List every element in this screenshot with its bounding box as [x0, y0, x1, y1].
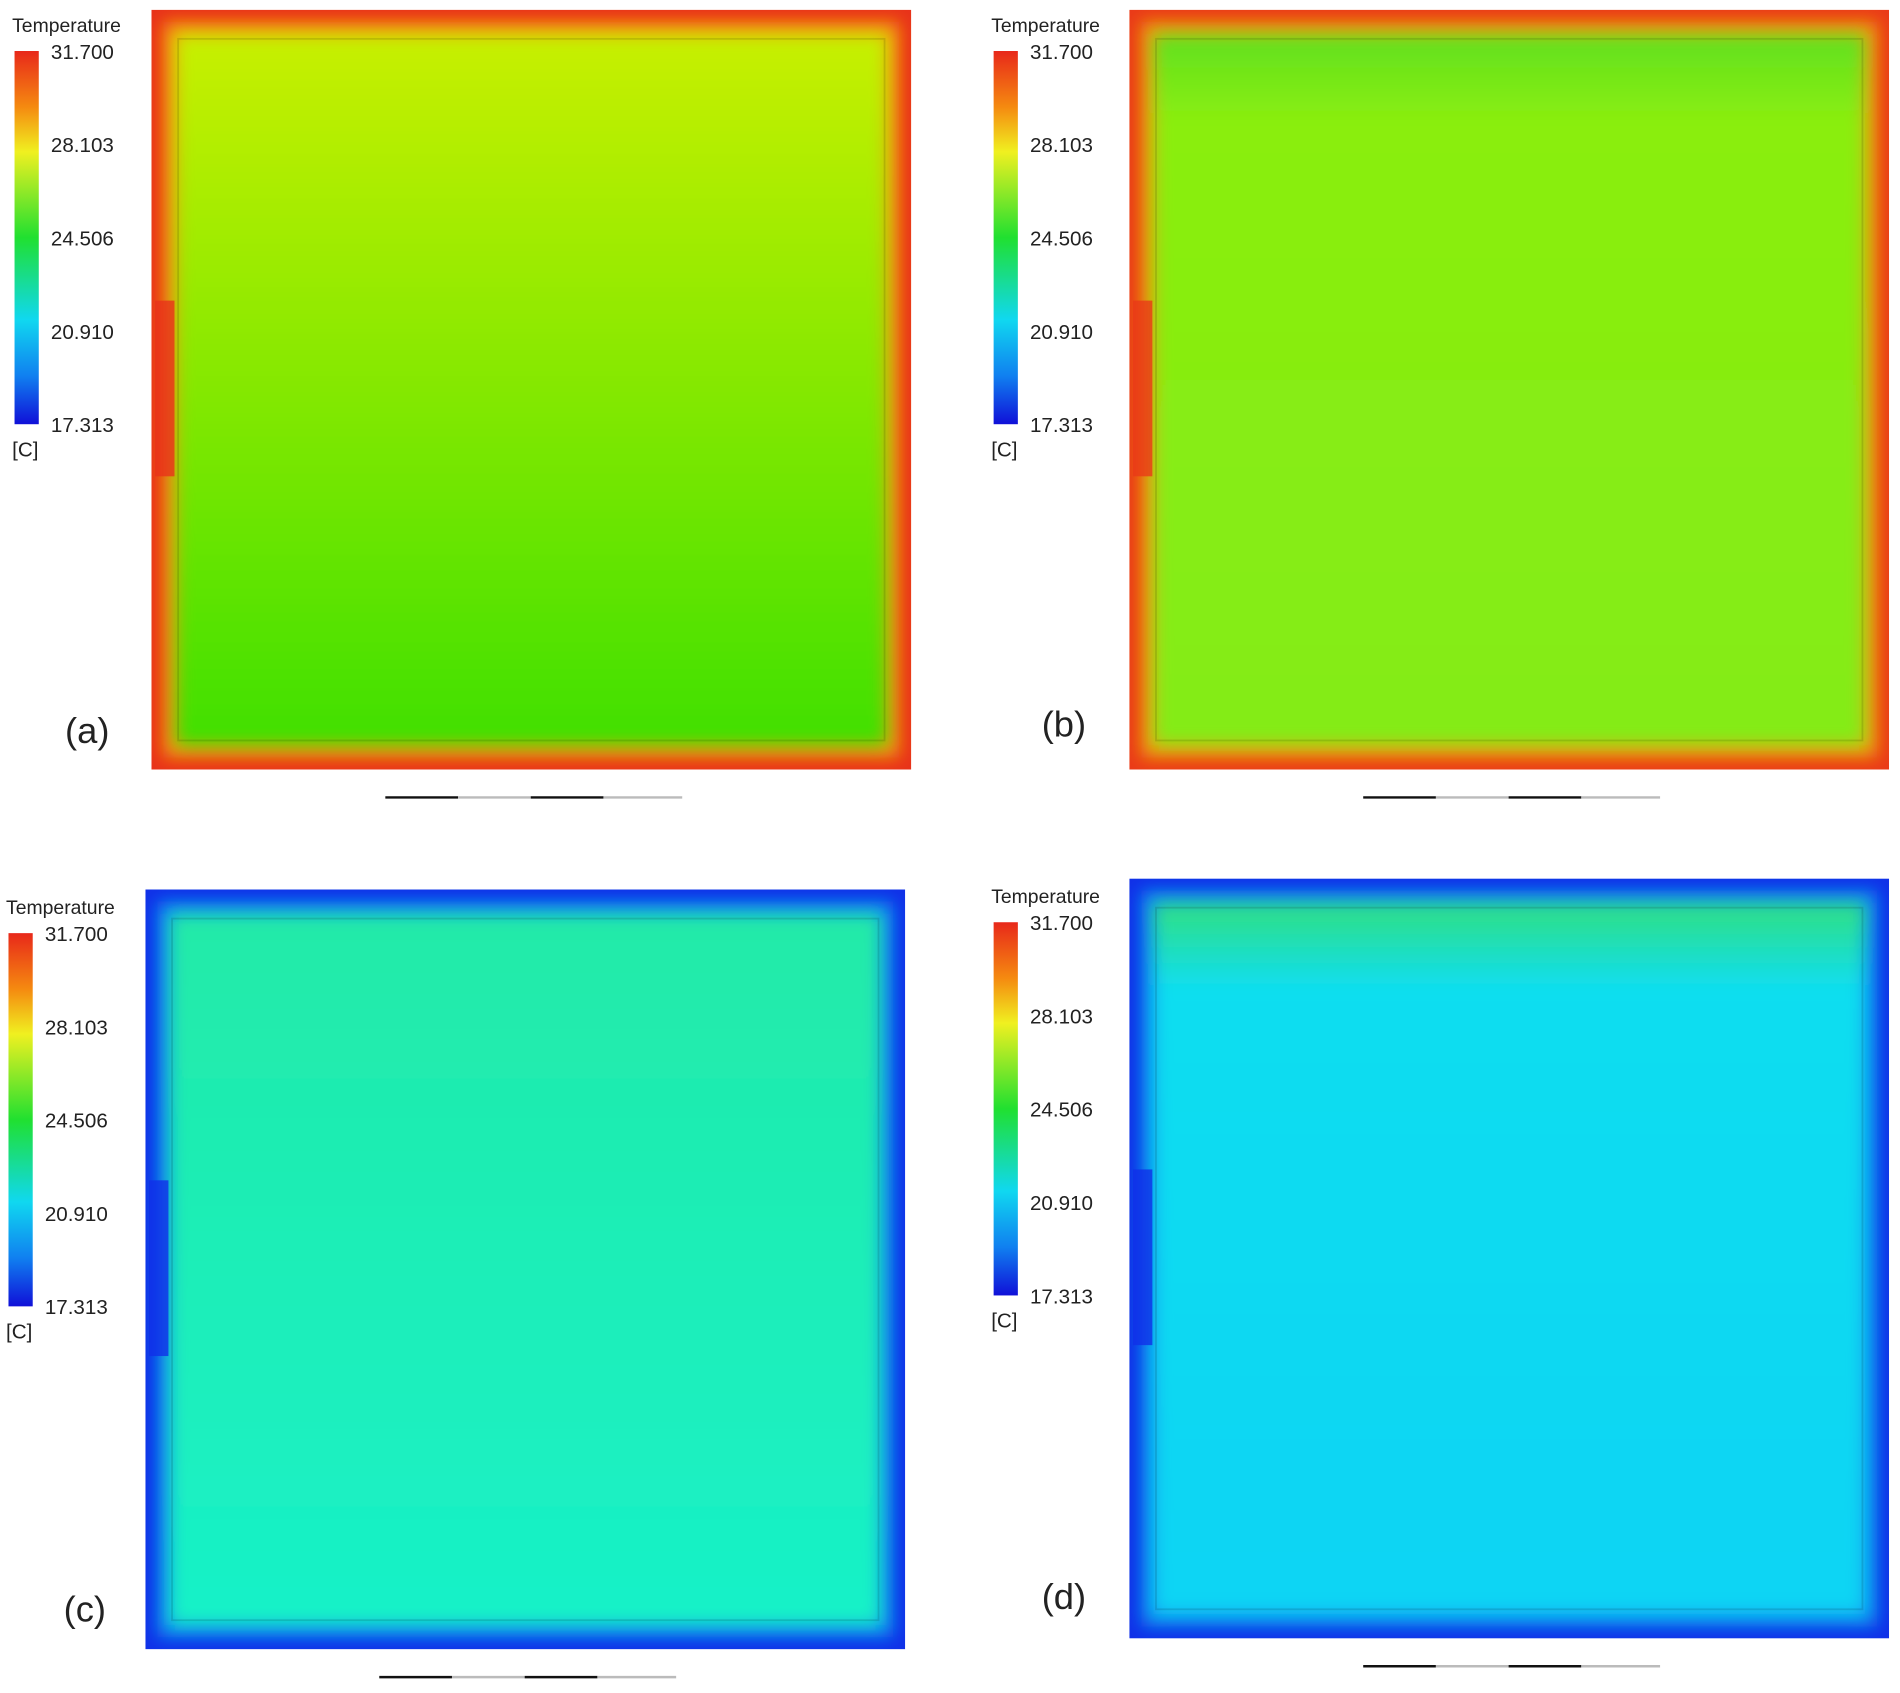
wall-outline — [177, 37, 886, 742]
contour-field — [151, 9, 912, 770]
field-interior — [169, 913, 881, 1626]
color-bar-tick: 28.103 — [51, 134, 114, 157]
field-interior — [1153, 34, 1865, 746]
color-bar — [993, 922, 1018, 1296]
legend-title: Temperature — [6, 897, 115, 919]
legend-title: Temperature — [991, 886, 1100, 908]
color-bar-tick: 17.313 — [51, 414, 114, 437]
panel: Temperature 31.700 28.103 24.506 20.910 17.31… — [6, 889, 906, 1679]
wall-outline — [1155, 37, 1864, 742]
contour-field — [1129, 878, 1890, 1639]
color-bar-tick: 31.700 — [51, 41, 114, 64]
legend-title: Temperature — [991, 15, 1100, 37]
legend-unit: [C] — [991, 1310, 1017, 1333]
panel-label: (a) — [65, 710, 109, 751]
color-bar-tick: 17.313 — [1030, 414, 1093, 437]
panel: Temperature 31.700 28.103 24.506 20.910 17.31… — [12, 9, 912, 799]
panel-label: (b) — [1042, 704, 1086, 745]
contour-field — [1129, 9, 1890, 770]
legend-unit: [C] — [991, 438, 1017, 461]
inlet — [155, 300, 175, 477]
color-bar-tick: 20.910 — [51, 321, 114, 344]
color-bar-tick: 20.910 — [1030, 321, 1093, 344]
panel: Temperature 31.700 28.103 24.506 20.910 17.31… — [991, 9, 1890, 799]
color-bar-tick: 28.103 — [1030, 134, 1093, 157]
contour-field — [145, 889, 906, 1650]
color-bar — [993, 50, 1018, 425]
color-bar-tick: 31.700 — [1030, 41, 1093, 64]
field-interior — [1153, 902, 1865, 1615]
color-bar-tick: 24.506 — [1030, 227, 1093, 250]
panel: Temperature 31.700 28.103 24.506 20.910 17.31… — [991, 878, 1890, 1668]
inlet — [149, 1180, 169, 1357]
panel-label: (c) — [64, 1588, 106, 1629]
color-bar-tick: 31.700 — [1030, 912, 1093, 935]
color-bar-tick: 20.910 — [45, 1203, 108, 1226]
wall-outline — [171, 917, 880, 1622]
inlet — [1132, 1169, 1153, 1346]
legend-unit: [C] — [6, 1320, 32, 1343]
color-bar-tick: 31.700 — [45, 923, 108, 946]
panel-label: (d) — [1042, 1576, 1086, 1617]
color-bar — [8, 933, 33, 1307]
color-bar-tick: 24.506 — [45, 1110, 108, 1133]
wall-outline — [1155, 906, 1864, 1611]
color-bar-tick: 28.103 — [45, 1016, 108, 1039]
color-bar-tick: 28.103 — [1030, 1005, 1093, 1028]
color-bar-tick: 24.506 — [1030, 1099, 1093, 1122]
inlet — [1132, 300, 1153, 477]
color-bar-tick: 17.313 — [1030, 1285, 1093, 1308]
color-bar — [14, 50, 39, 425]
field-interior — [175, 34, 887, 746]
legend-unit: [C] — [12, 438, 38, 461]
legend-title: Temperature — [12, 15, 121, 37]
color-bar-tick: 24.506 — [51, 227, 114, 250]
color-bar-tick: 20.910 — [1030, 1192, 1093, 1215]
color-bar-tick: 17.313 — [45, 1296, 108, 1319]
